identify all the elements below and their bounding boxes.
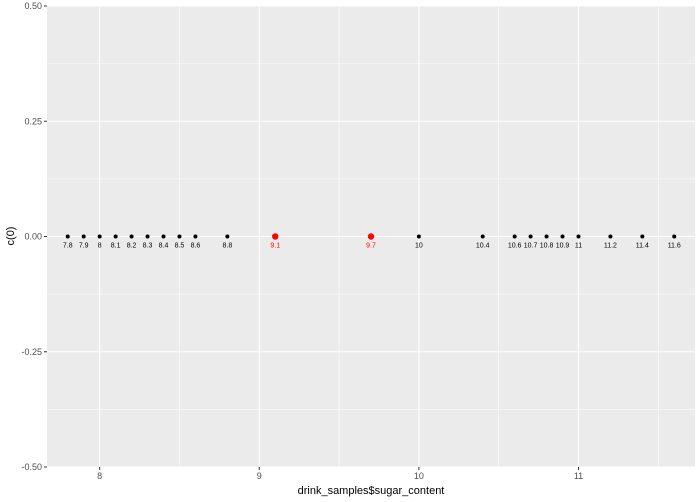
data-point xyxy=(480,234,485,239)
data-point-label: 10.9 xyxy=(556,243,570,250)
data-point xyxy=(672,234,677,239)
x-tick-label: 11 xyxy=(574,471,583,481)
data-point-label: 9.1 xyxy=(270,243,280,250)
data-point-label: 10 xyxy=(415,243,423,250)
data-point-label: 8.5 xyxy=(175,243,185,250)
data-point xyxy=(113,234,118,239)
data-point-label: 7.9 xyxy=(79,243,89,250)
data-points xyxy=(65,233,677,240)
data-point-label: 11.4 xyxy=(636,243,649,250)
x-axis-ticks: 8 9 10 11 xyxy=(97,467,583,481)
data-point-label: 10.4 xyxy=(476,243,490,250)
data-point-label: 8.4 xyxy=(159,243,169,250)
data-point-label: 10.7 xyxy=(524,243,538,250)
data-point xyxy=(608,234,613,239)
y-axis-ticks: -0.50 -0.25 0.00 0.25 0.50 xyxy=(21,1,47,472)
data-point-label: 8.8 xyxy=(222,243,232,250)
data-point xyxy=(161,234,166,239)
x-tick-label: 10 xyxy=(414,471,424,481)
data-point xyxy=(225,234,230,239)
data-point-label: 8.3 xyxy=(143,243,153,250)
data-point-label: 10.6 xyxy=(508,243,522,250)
data-point-label: 11.6 xyxy=(668,243,681,250)
data-point xyxy=(544,234,549,239)
data-point-label: 8 xyxy=(98,243,102,250)
data-point-label: 10.8 xyxy=(540,243,554,250)
data-point xyxy=(129,234,134,239)
x-tick-label: 8 xyxy=(97,471,102,481)
highlighted-data-point xyxy=(272,233,279,240)
y-tick-label: 0.25 xyxy=(24,116,42,126)
data-point xyxy=(145,234,150,239)
highlighted-data-point xyxy=(367,233,375,240)
data-point xyxy=(528,234,533,239)
data-point xyxy=(560,234,565,239)
data-point xyxy=(416,234,421,239)
y-tick-label: 0.00 xyxy=(24,232,42,242)
data-point xyxy=(97,234,102,239)
x-tick-label: 9 xyxy=(257,471,262,481)
y-tick-label: -0.50 xyxy=(21,462,42,472)
data-point-label: 8.6 xyxy=(191,243,201,250)
data-point-label: 9.7 xyxy=(366,243,376,250)
data-point xyxy=(640,234,645,239)
data-point-label: 11 xyxy=(575,243,582,250)
data-point xyxy=(177,234,182,239)
data-point-label: 8.2 xyxy=(127,243,137,250)
data-point-labels: 7.8 7.9 8 8.1 8.2 8.3 8.4 8.5 8.6 8.8 9.1 9.7 10 10.4… xyxy=(63,243,681,250)
data-point-label: 7.8 xyxy=(63,243,73,250)
x-axis-title: drink_samples$sugar_content xyxy=(298,485,445,497)
data-point xyxy=(81,234,86,239)
y-tick-label: -0.25 xyxy=(21,347,42,357)
data-point xyxy=(512,234,517,239)
y-axis-title: c(0) xyxy=(5,227,17,246)
data-point-label: 8.1 xyxy=(111,243,121,250)
data-point xyxy=(576,234,581,239)
data-point-label: 11.2 xyxy=(604,243,617,250)
y-tick-label: 0.50 xyxy=(24,1,42,11)
data-point xyxy=(65,234,70,239)
data-point xyxy=(193,234,198,239)
